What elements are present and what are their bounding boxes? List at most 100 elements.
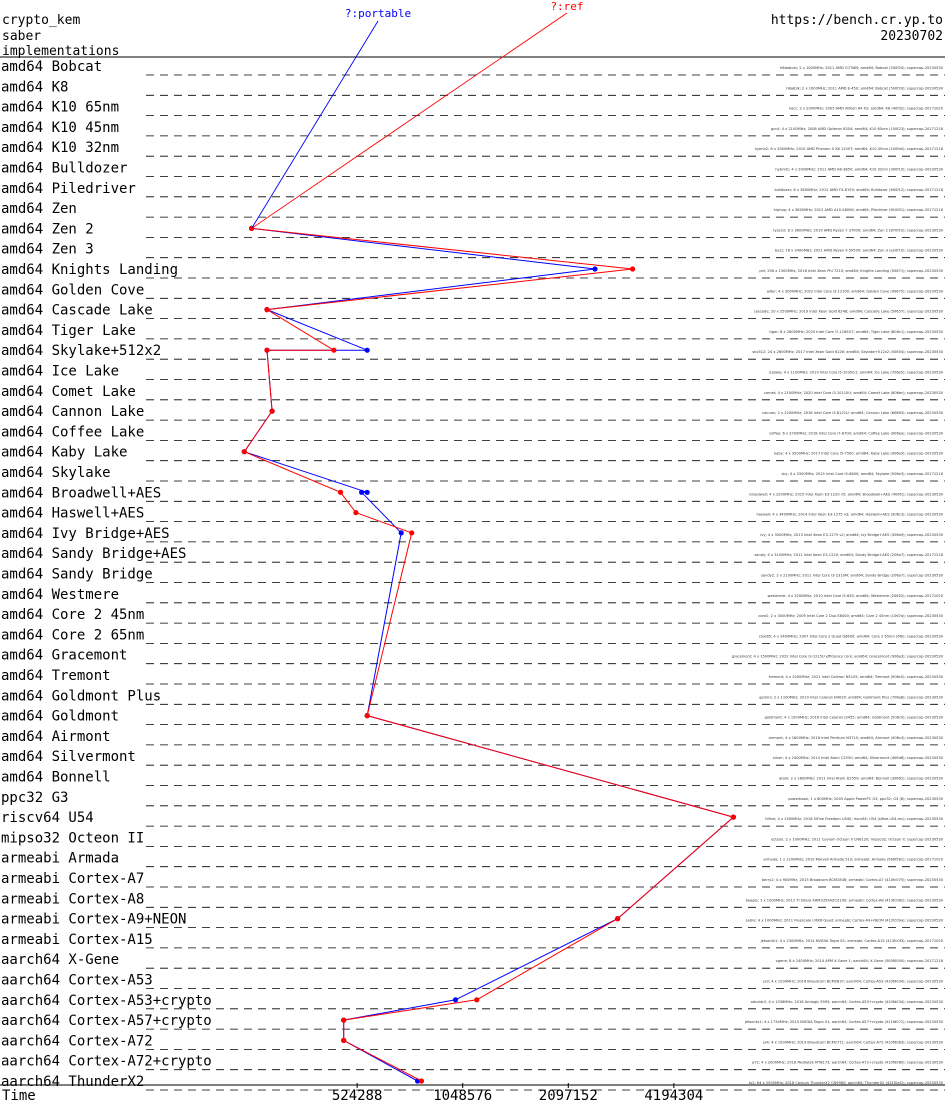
data-point bbox=[364, 713, 370, 719]
data-point bbox=[353, 509, 359, 516]
row-annotation: core65; 4 x 2400MHz; 2007 Intel Core 2 Q… bbox=[759, 634, 944, 638]
row-label: amd64 Cannon Lake bbox=[1, 404, 144, 420]
row-annotation: gracemont; 4 x 1500MHz; 2022 Intel Core … bbox=[732, 655, 944, 659]
row-annotation: haswell; 4 x 3400MHz; 2014 Intel Xeon E3… bbox=[756, 513, 943, 517]
row-annotation: odroidc2; 4 x 1536MHz; 2016 Amlogic S905… bbox=[751, 1000, 944, 1004]
row-label: amd64 Skylake+512x2 bbox=[1, 343, 161, 359]
row-label: amd64 Westmere bbox=[1, 587, 119, 603]
data-point bbox=[630, 266, 636, 272]
x-tick-label: 2097152 bbox=[539, 1088, 598, 1103]
row-annotation: hacc; 2 x 2000MHz; 2005 AMD Athlon 64 X2… bbox=[789, 107, 944, 111]
row-label: aarch64 Cortex-A53 bbox=[1, 973, 153, 989]
data-point bbox=[269, 408, 275, 414]
row-annotation: kaby; 4 x 3500MHz; 2017 Intel Core i5-75… bbox=[774, 452, 944, 456]
row-label: amd64 Kaby Lake bbox=[1, 445, 127, 461]
row-annotation: sky; 4 x 3300MHz; 2015 Intel Core i5-660… bbox=[782, 472, 944, 476]
row-label: amd64 Cascade Lake bbox=[1, 303, 153, 319]
row-label: amd64 Goldmont bbox=[1, 709, 119, 725]
row-annotation: beagle; 1 x 1000MHz; 2012 TI Sitara XAM3… bbox=[746, 898, 944, 902]
row-annotation: comet; 4 x 2100MHz; 2020 Intel Core i3-1… bbox=[764, 391, 944, 395]
legend-leader bbox=[251, 20, 379, 229]
row-annotation: berry2; 4 x 900MHz; 2015 Broadcom BCM283… bbox=[762, 878, 944, 882]
row-label: armeabi Cortex-A7 bbox=[1, 871, 144, 887]
data-point bbox=[341, 1017, 347, 1023]
row-label: armeabi Cortex-A8 bbox=[1, 891, 144, 907]
row-label: amd64 Zen 2 bbox=[1, 221, 94, 237]
header-algorithm: saber bbox=[2, 29, 41, 44]
row-label: amd64 Silvermont bbox=[1, 749, 136, 765]
row-label: riscv64 U54 bbox=[1, 810, 94, 826]
data-point bbox=[398, 530, 404, 536]
row-annotation: pi3; 4 x 1200MHz; 2016 Broadcom BCM2837;… bbox=[763, 980, 943, 984]
row-label: amd64 Zen 3 bbox=[1, 242, 94, 258]
x-tick-label: 1048576 bbox=[433, 1088, 492, 1103]
data-point bbox=[337, 489, 344, 495]
row-annotation: sabre; 4 x 1000MHz; 2011 Freescale i.MX6… bbox=[746, 919, 944, 923]
x-axis-label: Time bbox=[2, 1088, 36, 1103]
row-label: aarch64 Cortex-A72+crypto bbox=[1, 1054, 212, 1070]
lines-layer bbox=[241, 225, 737, 1084]
row-label: amd64 Sandy Bridge+AES bbox=[1, 546, 186, 562]
row-label: amd64 Core 2 65nm bbox=[1, 627, 144, 643]
row-label: amd64 Core 2 45nm bbox=[1, 607, 144, 623]
row-annotation: cascade; 20 x 2500MHz; 2019 Intel Xeon G… bbox=[754, 310, 944, 314]
data-point bbox=[615, 916, 621, 922]
row-annotation: broadwell; 4 x 2200MHz; 2015 Intel Xeon … bbox=[749, 492, 943, 496]
row-annotation: powerbook; 1 x 800MHz; 2003 Apple PowerP… bbox=[788, 797, 944, 801]
row-annotation: gemini; 2 x 1100MHz; 2019 Intel Celeron … bbox=[759, 695, 943, 699]
row-annotation: h8a83k; 2 x 1000MHz; 2011 AMD E-450; amd… bbox=[786, 86, 943, 90]
legend-label: ?:portable bbox=[345, 7, 411, 20]
row-label: amd64 Ivy Bridge+AES bbox=[1, 526, 170, 542]
row-annotation: hiphop; 4 x 3800MHz; 2012 AMD A10-5800K;… bbox=[774, 208, 944, 212]
row-annotation: sandy2; 2 x 2100MHz; 2011 Intel Core i3-… bbox=[761, 574, 944, 578]
row-annotation: jetsontk1; 4 x 2300MHz; 2014 NVIDIA Tegr… bbox=[760, 939, 944, 943]
data-point bbox=[264, 307, 270, 313]
row-annotation: airmont; 4 x 1600MHz; 2016 Intel Pentium… bbox=[769, 736, 944, 740]
x-tick-label: 4194304 bbox=[644, 1088, 703, 1103]
rows-layer: amd64 Bobcat h8bobcat; 2 x 1000MHz; 2011 … bbox=[1, 59, 945, 1091]
row-label: amd64 Broadwell+AES bbox=[1, 485, 161, 501]
data-point bbox=[592, 266, 598, 272]
row-annotation: core2; 2 x 3000MHz; 2009 Intel Core 2 Du… bbox=[758, 614, 943, 618]
row-annotation: armada; 1 x 1200MHz; 2010 Marvell Armada… bbox=[763, 858, 943, 862]
row-annotation: silver; 4 x 2400MHz; 2014 Intel Atom C25… bbox=[773, 756, 944, 760]
row-annotation: westmere; 4 x 3200MHz; 2010 Intel Core i… bbox=[767, 594, 943, 598]
row-label: amd64 Tiger Lake bbox=[1, 323, 136, 339]
data-point bbox=[452, 997, 459, 1003]
header-url: https://bench.cr.yp.to bbox=[771, 13, 943, 28]
data-point bbox=[341, 1037, 347, 1043]
data-point bbox=[409, 530, 415, 536]
ticks-layer: 524288 1048576 2097152 4194304 bbox=[332, 1083, 703, 1103]
legend-label: ?:ref bbox=[550, 0, 583, 13]
data-point bbox=[730, 814, 737, 820]
row-label: amd64 Gracemont bbox=[1, 648, 127, 664]
row-annotation: hybrid1; 4 x 2900MHz; 2011 AMD A8-3850; … bbox=[775, 168, 943, 172]
row-label: amd64 K8 bbox=[1, 79, 68, 95]
row-label: amd64 Knights Landing bbox=[1, 262, 178, 278]
row-annotation: skx512; 24 x 2600MHz; 2017 Intel Xeon Go… bbox=[752, 350, 943, 354]
row-annotation: icelake; 4 x 1100MHz; 2019 Intel Core i5… bbox=[769, 371, 944, 375]
row-label: amd64 Haswell+AES bbox=[1, 506, 144, 522]
row-label: amd64 Bobcat bbox=[1, 59, 102, 75]
row-label: amd64 Bonnell bbox=[1, 770, 111, 786]
row-label: ppc32 G3 bbox=[1, 790, 68, 806]
row-label: armeabi Cortex-A15 bbox=[1, 932, 153, 948]
row-label: amd64 Tremont bbox=[1, 668, 111, 684]
data-point bbox=[474, 997, 480, 1003]
row-annotation: atom; 2 x 1800MHz; 2011 Intel Atom D2550… bbox=[779, 777, 944, 781]
row-annotation: buzz; 16 x 3400MHz; 2021 AMD Ryzen 9 595… bbox=[775, 249, 944, 253]
series-line-0 bbox=[243, 227, 735, 1082]
row-label: amd64 Golden Cove bbox=[1, 282, 144, 298]
row-annotation: phi; 256 x 1300MHz; 2016 Intel Xeon Phi … bbox=[759, 269, 943, 273]
row-label: amd64 K10 32nm bbox=[1, 140, 119, 156]
row-annotation: gcc4; 4 x 2100MHz; 2008 AMD Opteron 8354… bbox=[771, 127, 944, 131]
row-label: amd64 Goldmont Plus bbox=[1, 688, 161, 704]
row-annotation: a72; 4 x 2000MHz; 2018 Mediatek MT8173; … bbox=[752, 1061, 944, 1065]
row-label: amd64 Ice Lake bbox=[1, 364, 119, 380]
row-label: aarch64 Cortex-A53+crypto bbox=[1, 993, 212, 1009]
row-annotation: ivy; 4 x 3500MHz; 2013 Intel Xeon E3-127… bbox=[760, 533, 943, 537]
data-point bbox=[264, 347, 270, 353]
row-label: amd64 Airmont bbox=[1, 729, 111, 745]
row-label: amd64 Sandy Bridge bbox=[1, 567, 153, 583]
